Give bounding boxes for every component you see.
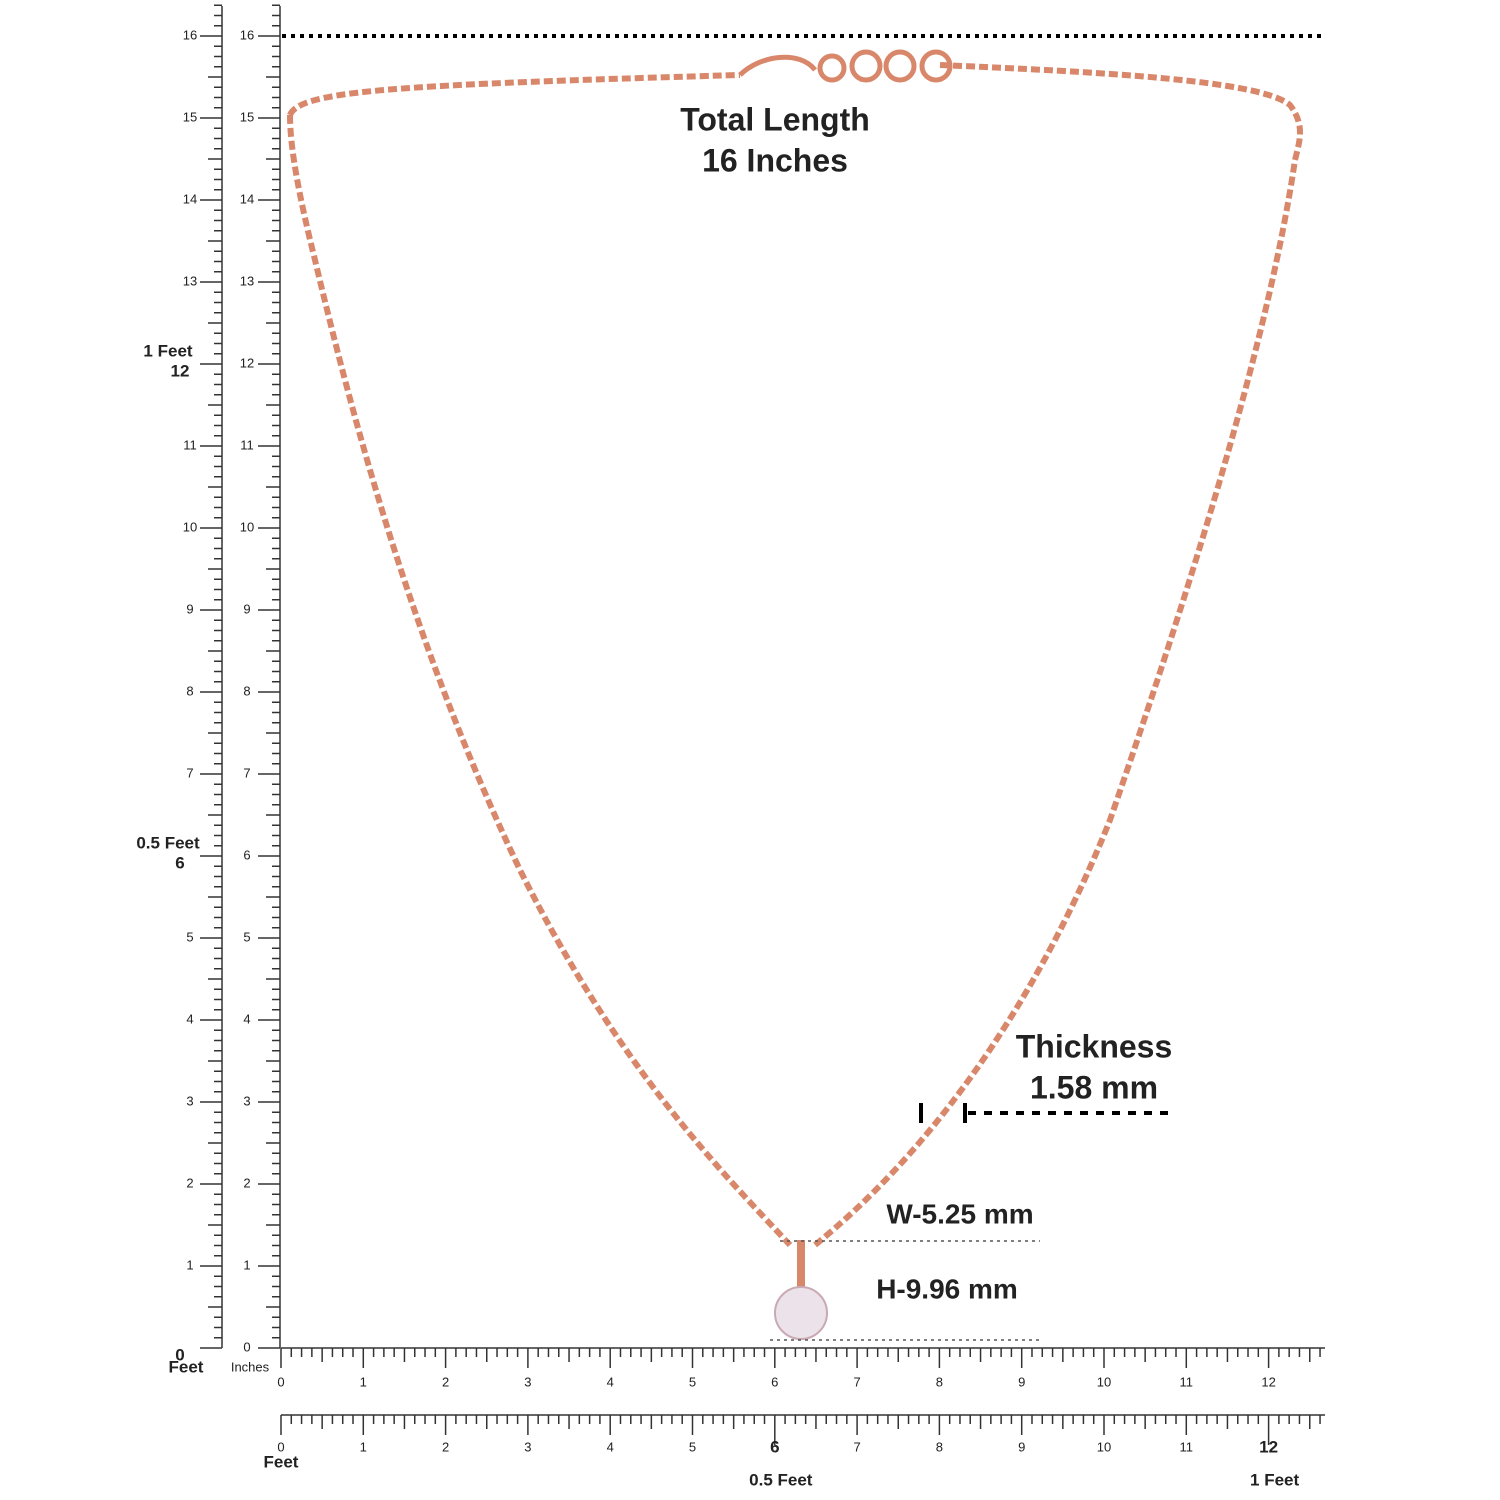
tick-label: 9 bbox=[186, 601, 193, 616]
tick-label: 13 bbox=[240, 273, 254, 288]
tick-label: 6 bbox=[243, 847, 250, 862]
clasp bbox=[738, 49, 953, 83]
thickness-title: Thickness bbox=[1016, 1028, 1173, 1064]
tick-label: 15 bbox=[240, 109, 254, 124]
tick-label: 5 bbox=[689, 1439, 696, 1454]
tick-label: 0 bbox=[175, 1345, 184, 1364]
tick-label: 3 bbox=[243, 1093, 250, 1108]
tick-label: 16 bbox=[183, 27, 197, 42]
total-length-value: 16 Inches bbox=[702, 142, 848, 178]
tick-label: 7 bbox=[243, 765, 250, 780]
tick-label: 7 bbox=[853, 1374, 860, 1389]
total-length-title: Total Length bbox=[680, 101, 870, 137]
unit-label: Inches bbox=[231, 1359, 270, 1374]
tick-label: 12 bbox=[1261, 1374, 1275, 1389]
marker-label: 1 Feet bbox=[143, 341, 192, 360]
tick-label: 3 bbox=[524, 1374, 531, 1389]
marker-label: 0.5 Feet bbox=[749, 1470, 813, 1489]
tick-label: 9 bbox=[1018, 1439, 1025, 1454]
tick-label: 6 bbox=[770, 1437, 779, 1456]
tick-label: 5 bbox=[689, 1374, 696, 1389]
tick-label: 3 bbox=[524, 1439, 531, 1454]
tick-label: 7 bbox=[853, 1439, 860, 1454]
unit-label: Feet bbox=[169, 1357, 204, 1376]
unit-label: Feet bbox=[264, 1452, 299, 1471]
tick-label: 2 bbox=[442, 1439, 449, 1454]
tick-label: 10 bbox=[240, 519, 254, 534]
tick-label: 11 bbox=[1180, 1374, 1194, 1389]
marker-label: 1 Feet bbox=[1250, 1470, 1299, 1489]
tick-label: 15 bbox=[183, 109, 197, 124]
height-label: H-9.96 mm bbox=[876, 1273, 1018, 1304]
tick-label: 4 bbox=[243, 1011, 250, 1026]
tick-label: 12 bbox=[171, 361, 190, 380]
width-label: W-5.25 mm bbox=[886, 1198, 1033, 1229]
tick-label: 0 bbox=[243, 1339, 250, 1354]
tick-label: 6 bbox=[771, 1374, 778, 1389]
tick-label: 4 bbox=[607, 1439, 614, 1454]
tick-label: 11 bbox=[240, 437, 254, 452]
tick-label: 5 bbox=[186, 929, 193, 944]
tick-label: 7 bbox=[186, 765, 193, 780]
tick-label: 11 bbox=[183, 437, 197, 452]
tick-label: 12 bbox=[1259, 1437, 1278, 1456]
thickness-value: 1.58 mm bbox=[1030, 1069, 1158, 1105]
tick-label: 1 bbox=[360, 1439, 367, 1454]
tick-label: 8 bbox=[186, 683, 193, 698]
tick-label: 14 bbox=[183, 191, 197, 206]
tick-label: 9 bbox=[1018, 1374, 1025, 1389]
bail bbox=[797, 1240, 805, 1290]
tick-label: 10 bbox=[183, 519, 197, 534]
tick-label: 11 bbox=[1180, 1439, 1194, 1454]
tick-label: 5 bbox=[243, 929, 250, 944]
tick-label: 16 bbox=[240, 27, 254, 42]
tick-label: 10 bbox=[1097, 1439, 1111, 1454]
necklace bbox=[287, 49, 1303, 1340]
tick-label: 13 bbox=[183, 273, 197, 288]
tick-label: 14 bbox=[240, 191, 254, 206]
tick-label: 0 bbox=[277, 1374, 284, 1389]
tick-label: 10 bbox=[1097, 1374, 1111, 1389]
tick-label: 12 bbox=[240, 355, 254, 370]
tick-label: 1 bbox=[360, 1374, 367, 1389]
tick-label: 4 bbox=[186, 1011, 193, 1026]
tick-label: 6 bbox=[175, 853, 184, 872]
tick-label: 1 bbox=[243, 1257, 250, 1272]
tick-label: 8 bbox=[936, 1439, 943, 1454]
tick-label: 1 bbox=[186, 1257, 193, 1272]
tick-label: 0 bbox=[277, 1439, 284, 1454]
tick-label: 2 bbox=[186, 1175, 193, 1190]
tick-label: 8 bbox=[243, 683, 250, 698]
tick-label: 2 bbox=[442, 1374, 449, 1389]
marker-label: 0.5 Feet bbox=[136, 833, 200, 852]
tick-label: 8 bbox=[936, 1374, 943, 1389]
tick-label: 2 bbox=[243, 1175, 250, 1190]
tick-label: 4 bbox=[607, 1374, 614, 1389]
pendant-stone bbox=[774, 1286, 828, 1340]
chain bbox=[287, 62, 1303, 1248]
tick-label: 9 bbox=[243, 601, 250, 616]
tick-label: 3 bbox=[186, 1093, 193, 1108]
